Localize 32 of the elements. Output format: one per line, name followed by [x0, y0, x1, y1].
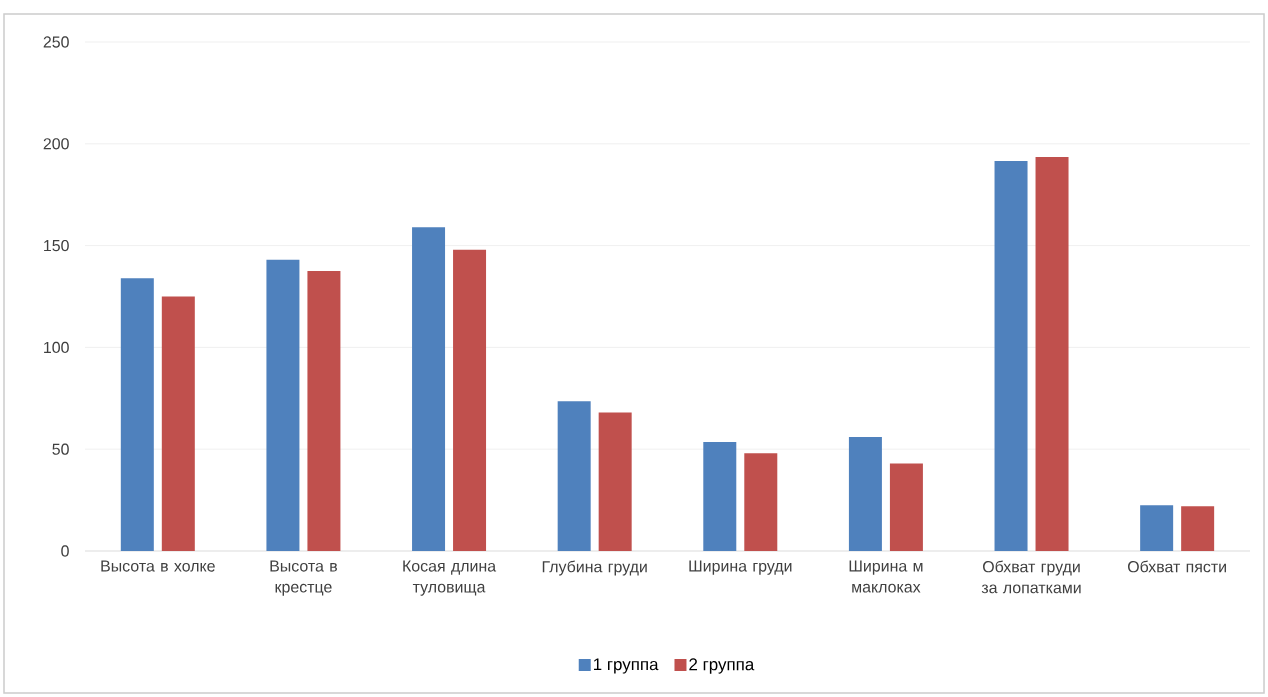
bar: [889, 463, 923, 551]
bar: [744, 453, 778, 551]
bar: [120, 278, 154, 551]
bar: [161, 296, 195, 551]
y-tick-label: 200: [43, 138, 69, 150]
x-tick-label: Глубина груди: [542, 560, 647, 576]
y-tick-label: 150: [44, 239, 69, 252]
bar: [557, 401, 591, 551]
bar: [598, 412, 632, 551]
bar: [266, 259, 300, 551]
x-tick-label: Высота в крестце: [270, 560, 337, 596]
bar: [307, 271, 341, 551]
bar: [412, 227, 446, 551]
legend-label: 2 группа: [689, 658, 755, 674]
x-tick-label: Высота в холке: [101, 560, 215, 572]
bar: [1181, 506, 1215, 551]
y-tick-label: 250: [43, 36, 69, 48]
y-tick-label: 0: [61, 545, 69, 557]
bar: [453, 249, 487, 551]
y-tick-label: 100: [44, 341, 69, 354]
x-tick-label: Ширина м маклоках: [849, 560, 923, 593]
bar: [1140, 505, 1174, 551]
bar: [703, 442, 737, 551]
x-tick-label: Косая длина туловища: [403, 560, 497, 596]
legend-label: 1 группа: [594, 658, 659, 674]
x-tick-label: Обхват пясти: [1127, 560, 1226, 573]
x-tick-label: Ширина груди: [689, 560, 792, 575]
bar: [1035, 157, 1069, 551]
x-tick-label: Обхват груди за лопатками: [981, 560, 1081, 594]
bar: [848, 436, 882, 551]
y-tick-label: 50: [52, 443, 69, 455]
bar: [994, 161, 1028, 551]
